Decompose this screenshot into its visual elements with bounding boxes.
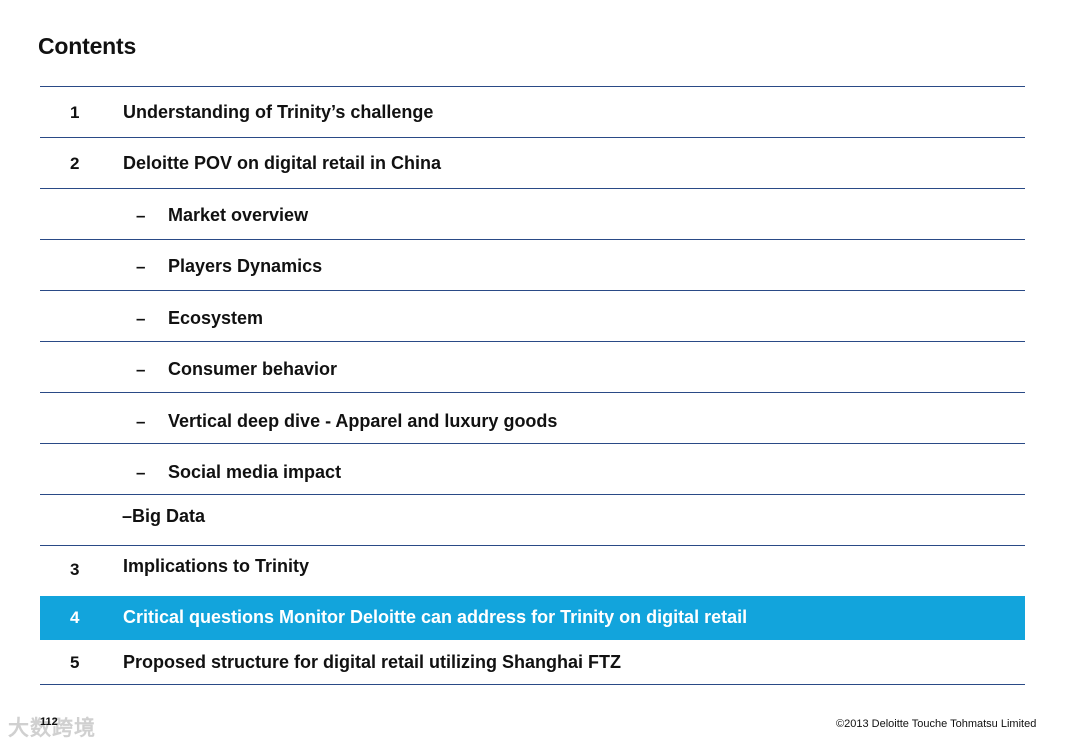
dash-bullet: – — [136, 206, 146, 225]
toc-number: 3 — [70, 560, 80, 579]
dash-bullet: – — [136, 257, 146, 276]
toc-sublabel: Market overview — [168, 205, 309, 225]
toc-sublabel: Ecosystem — [168, 308, 264, 328]
toc-sublabel: Consumer behavior — [168, 359, 338, 379]
watermark-logo: 大数跨境 — [8, 717, 96, 740]
toc-number: 4 — [70, 608, 80, 627]
toc-label: Deloitte POV on digital retail in China — [123, 153, 442, 173]
toc-label: Understanding of Trinity’s challenge — [123, 102, 434, 122]
toc-sublabel: Social media impact — [168, 462, 342, 482]
toc-item-4-highlight: 4 Critical questions Monitor Deloitte ca… — [40, 596, 1025, 640]
toc-label: Critical questions Monitor Deloitte can … — [123, 607, 748, 627]
divider — [40, 443, 1025, 444]
divider — [40, 494, 1025, 495]
toc-number: 5 — [70, 653, 80, 672]
divider — [40, 290, 1025, 291]
divider — [40, 545, 1025, 546]
divider — [40, 188, 1025, 189]
divider — [40, 239, 1025, 240]
divider — [40, 86, 1025, 87]
toc-label: Implications to Trinity — [123, 556, 310, 576]
dash-bullet: – — [136, 360, 146, 379]
dash-bullet: – — [136, 412, 146, 431]
toc-sublabel: Vertical deep dive - Apparel and luxury … — [168, 411, 558, 431]
dash-bullet: – — [136, 309, 146, 328]
dash-bullet: – — [136, 463, 146, 482]
toc-number: 1 — [70, 103, 80, 122]
toc-number: 2 — [70, 154, 80, 173]
divider — [40, 392, 1025, 393]
page-title: Contents — [38, 33, 137, 59]
toc-label: Proposed structure for digital retail ut… — [123, 652, 622, 672]
divider — [40, 137, 1025, 138]
page-number: 112 — [40, 716, 58, 728]
toc-sublabel: Players Dynamics — [168, 256, 323, 276]
divider — [40, 341, 1025, 342]
divider — [40, 684, 1025, 685]
copyright-text: ©2013 Deloitte Touche Tohmatsu Limited — [836, 718, 1037, 730]
toc-sublabel: –Big Data — [122, 506, 206, 526]
